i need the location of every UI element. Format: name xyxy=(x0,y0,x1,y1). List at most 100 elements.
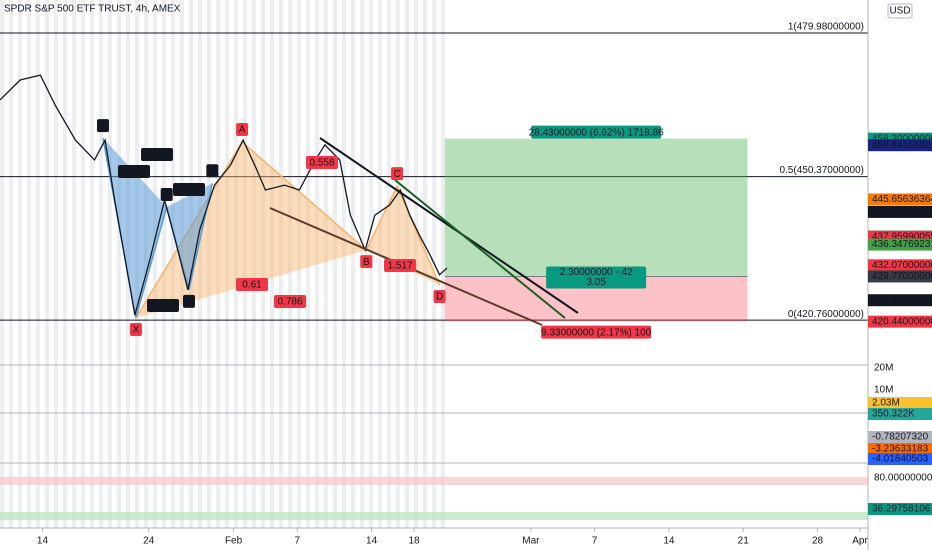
price-tag-label: 432.07000000 xyxy=(872,260,932,271)
ratio-label: 0.61 xyxy=(242,280,262,291)
price-tag xyxy=(868,193,932,206)
pattern-point-label: D xyxy=(209,166,216,177)
x-tick-label: Apr xyxy=(852,536,868,547)
ratio-label: 1.37 xyxy=(179,185,199,196)
pattern-point-box xyxy=(160,187,173,201)
pane-axis-label: 20M xyxy=(874,363,893,374)
pane-tag-label: -3.23633183 xyxy=(872,444,929,455)
x-tick-label: 14 xyxy=(37,536,49,547)
price-tag xyxy=(868,205,932,218)
pattern-leg xyxy=(135,142,367,318)
pattern-point-box xyxy=(391,167,404,181)
ratio-box xyxy=(384,259,416,272)
price-tag xyxy=(868,270,932,283)
trend-line xyxy=(319,137,579,314)
fib-label: 0.5(450.37000000) xyxy=(779,165,864,176)
x-tick-label: 28 xyxy=(812,536,824,547)
ratio-box xyxy=(141,148,173,161)
price-tag-label: 445.65636364 xyxy=(872,194,932,205)
price-tag xyxy=(868,139,932,152)
ratio-label: 0.786 xyxy=(277,297,302,308)
entry-label: 2.30000000 - 42 xyxy=(560,267,633,278)
pane-tag-label: 2.03M xyxy=(872,398,900,409)
profit-zone xyxy=(444,138,748,277)
stop-label-box xyxy=(541,325,652,339)
price-tag xyxy=(868,315,932,328)
ratio-label: 0.767 xyxy=(150,301,175,312)
pane-tag-label: -0.78207320 xyxy=(872,432,929,443)
pane-tag xyxy=(868,397,932,409)
stop-label: 9.33000000 (2.17%) 100 xyxy=(541,327,652,338)
pane-tag xyxy=(868,503,932,515)
x-tick-label: 24 xyxy=(143,536,155,547)
price-tag-label: 437.95990055 xyxy=(872,231,932,242)
currency-box[interactable] xyxy=(887,3,913,19)
entry-label-box xyxy=(546,266,647,289)
pattern-point-label: X xyxy=(100,121,107,132)
pattern-point-box xyxy=(96,119,109,133)
x-tick-label: Feb xyxy=(225,536,243,547)
pane-tag-label: 36.29758106 xyxy=(872,504,931,515)
rsi-upper-band xyxy=(0,477,868,485)
x-tick-label: 18 xyxy=(409,536,421,547)
pattern-point-box xyxy=(129,322,142,336)
ratio-box xyxy=(147,299,179,312)
target-label: 28.43000000 (6.62%) 1718.86 xyxy=(529,127,665,138)
x-tick-label: 7 xyxy=(295,536,301,547)
pane-tag xyxy=(868,431,932,443)
pattern-point-label: A xyxy=(239,125,246,136)
rsi-lower-band xyxy=(0,512,868,520)
price-tag-label: 420.44000000 xyxy=(872,316,932,327)
price-tag-label: 456.84165821 xyxy=(872,140,932,151)
price-tag xyxy=(868,238,932,251)
pattern-point-label: X xyxy=(133,325,140,336)
ratio-box xyxy=(118,165,150,178)
pane-axis-label: 80.00000000 xyxy=(874,473,932,484)
target-label-box xyxy=(531,125,662,139)
pattern-point-box xyxy=(206,164,219,178)
chart-title: SPDR S&P 500 ETF TRUST, 4h, AMEX xyxy=(4,4,181,15)
ratio-box xyxy=(306,156,338,169)
currency[interactable]: USD xyxy=(889,6,910,17)
ratio-label: 1.517 xyxy=(387,261,412,272)
pane-tag xyxy=(868,408,932,420)
fib-label: 1(479.98000000) xyxy=(788,22,864,33)
pane-tag xyxy=(868,443,932,455)
price-tag-label: 424.86424385 xyxy=(872,295,932,306)
pattern-leg xyxy=(366,186,440,286)
pattern-point-label: B xyxy=(163,190,170,201)
trend-line xyxy=(394,179,566,319)
price-line xyxy=(0,74,448,316)
entry-label: 3.05 xyxy=(586,277,606,288)
x-tick-label: Mar xyxy=(522,536,540,547)
x-tick-label: 14 xyxy=(663,536,675,547)
ratio-box xyxy=(274,295,306,308)
pattern-point-box xyxy=(182,294,195,308)
pattern-point-label: C xyxy=(393,169,400,180)
price-tag-label: 443.08134989 xyxy=(872,207,932,218)
ratio-box xyxy=(173,183,205,196)
fib-label: 0(420.76000000) xyxy=(788,309,864,320)
session-shading xyxy=(0,0,448,528)
price-tag-label: 458.20000000 xyxy=(872,133,932,144)
x-tick-label: 14 xyxy=(366,536,378,547)
ratio-box xyxy=(236,278,268,291)
price-tag xyxy=(868,259,932,272)
x-tick-label: 7 xyxy=(592,536,598,547)
pane-axis-label: 10M xyxy=(874,385,893,396)
x-tick-label: 21 xyxy=(738,536,750,547)
pattern-point-label: D xyxy=(436,292,443,303)
ratio-label: 0.558 xyxy=(309,158,334,169)
pattern-point-box xyxy=(433,290,446,304)
ratio-label: 0.786 xyxy=(144,150,169,161)
price-tag xyxy=(868,294,932,307)
pane-tag xyxy=(868,453,932,465)
pattern-point-box xyxy=(236,123,249,137)
ratio-label: 0.612 xyxy=(121,167,146,178)
pattern-point-label: C xyxy=(185,297,192,308)
price-tag-label: 429.77000000 xyxy=(872,271,932,282)
pattern-point-box xyxy=(360,255,373,269)
pattern-leg xyxy=(166,183,213,290)
pane-tag-label: -4.01840503 xyxy=(872,454,929,465)
